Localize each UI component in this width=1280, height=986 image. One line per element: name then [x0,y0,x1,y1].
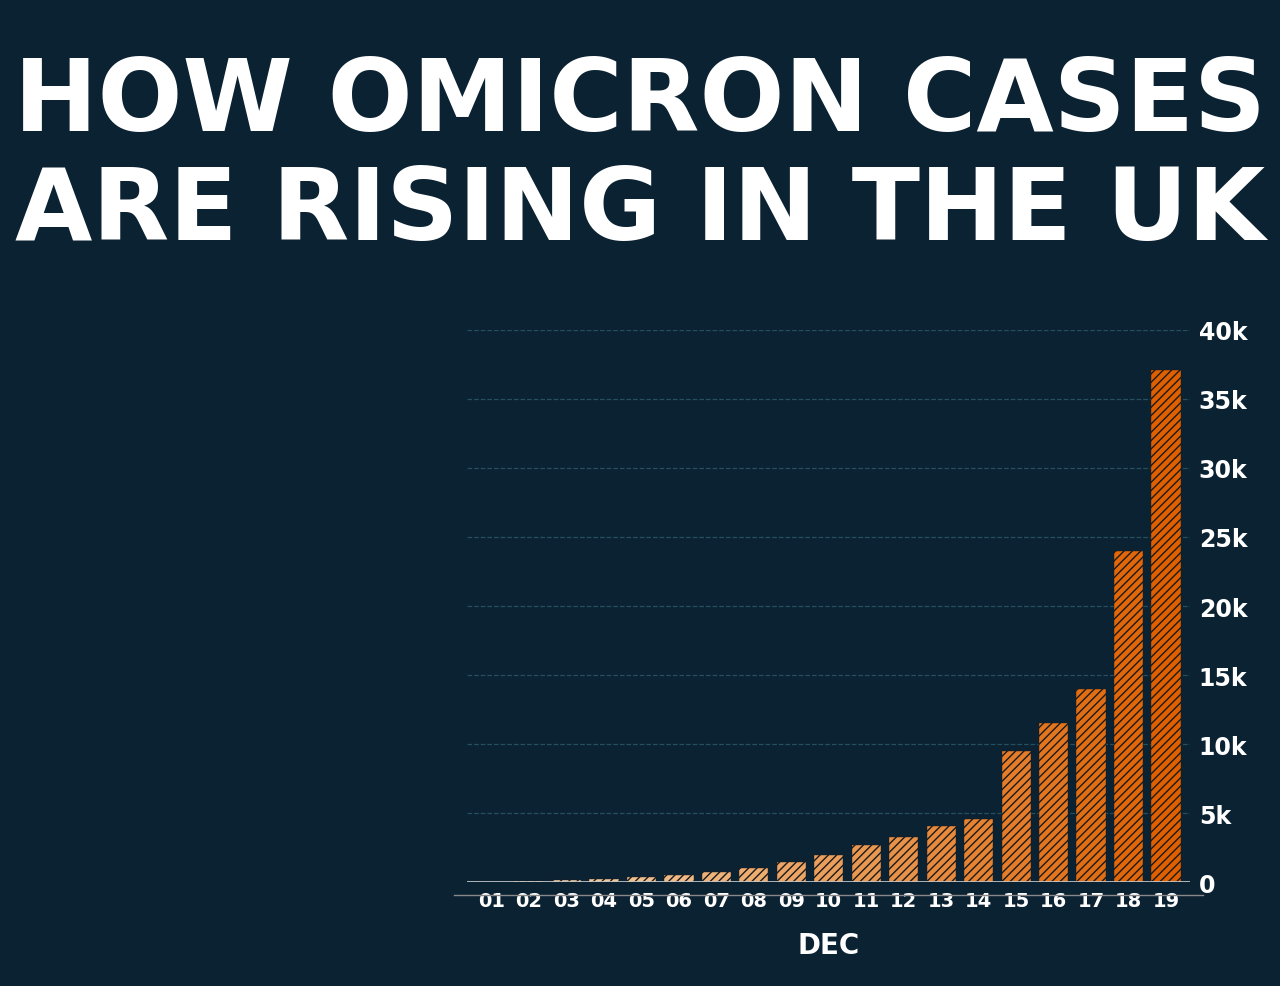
Bar [740,868,768,882]
Bar [701,872,731,882]
Bar [1001,751,1030,882]
Bar [814,856,844,882]
Bar [964,819,993,882]
Bar [1076,689,1106,882]
Bar [664,876,694,882]
Text: ARE RISING IN THE UK: ARE RISING IN THE UK [15,164,1265,260]
Bar [851,845,881,882]
Bar [890,837,918,882]
Text: DEC: DEC [797,931,860,958]
Bar [927,826,956,882]
Bar [589,879,618,882]
Bar [552,880,581,882]
Bar [515,881,544,882]
Bar [777,863,806,882]
Text: HOW OMICRON CASES: HOW OMICRON CASES [14,55,1266,152]
Bar [1114,551,1143,882]
Bar [627,878,657,882]
Bar [1039,724,1069,882]
Bar [1152,371,1180,882]
